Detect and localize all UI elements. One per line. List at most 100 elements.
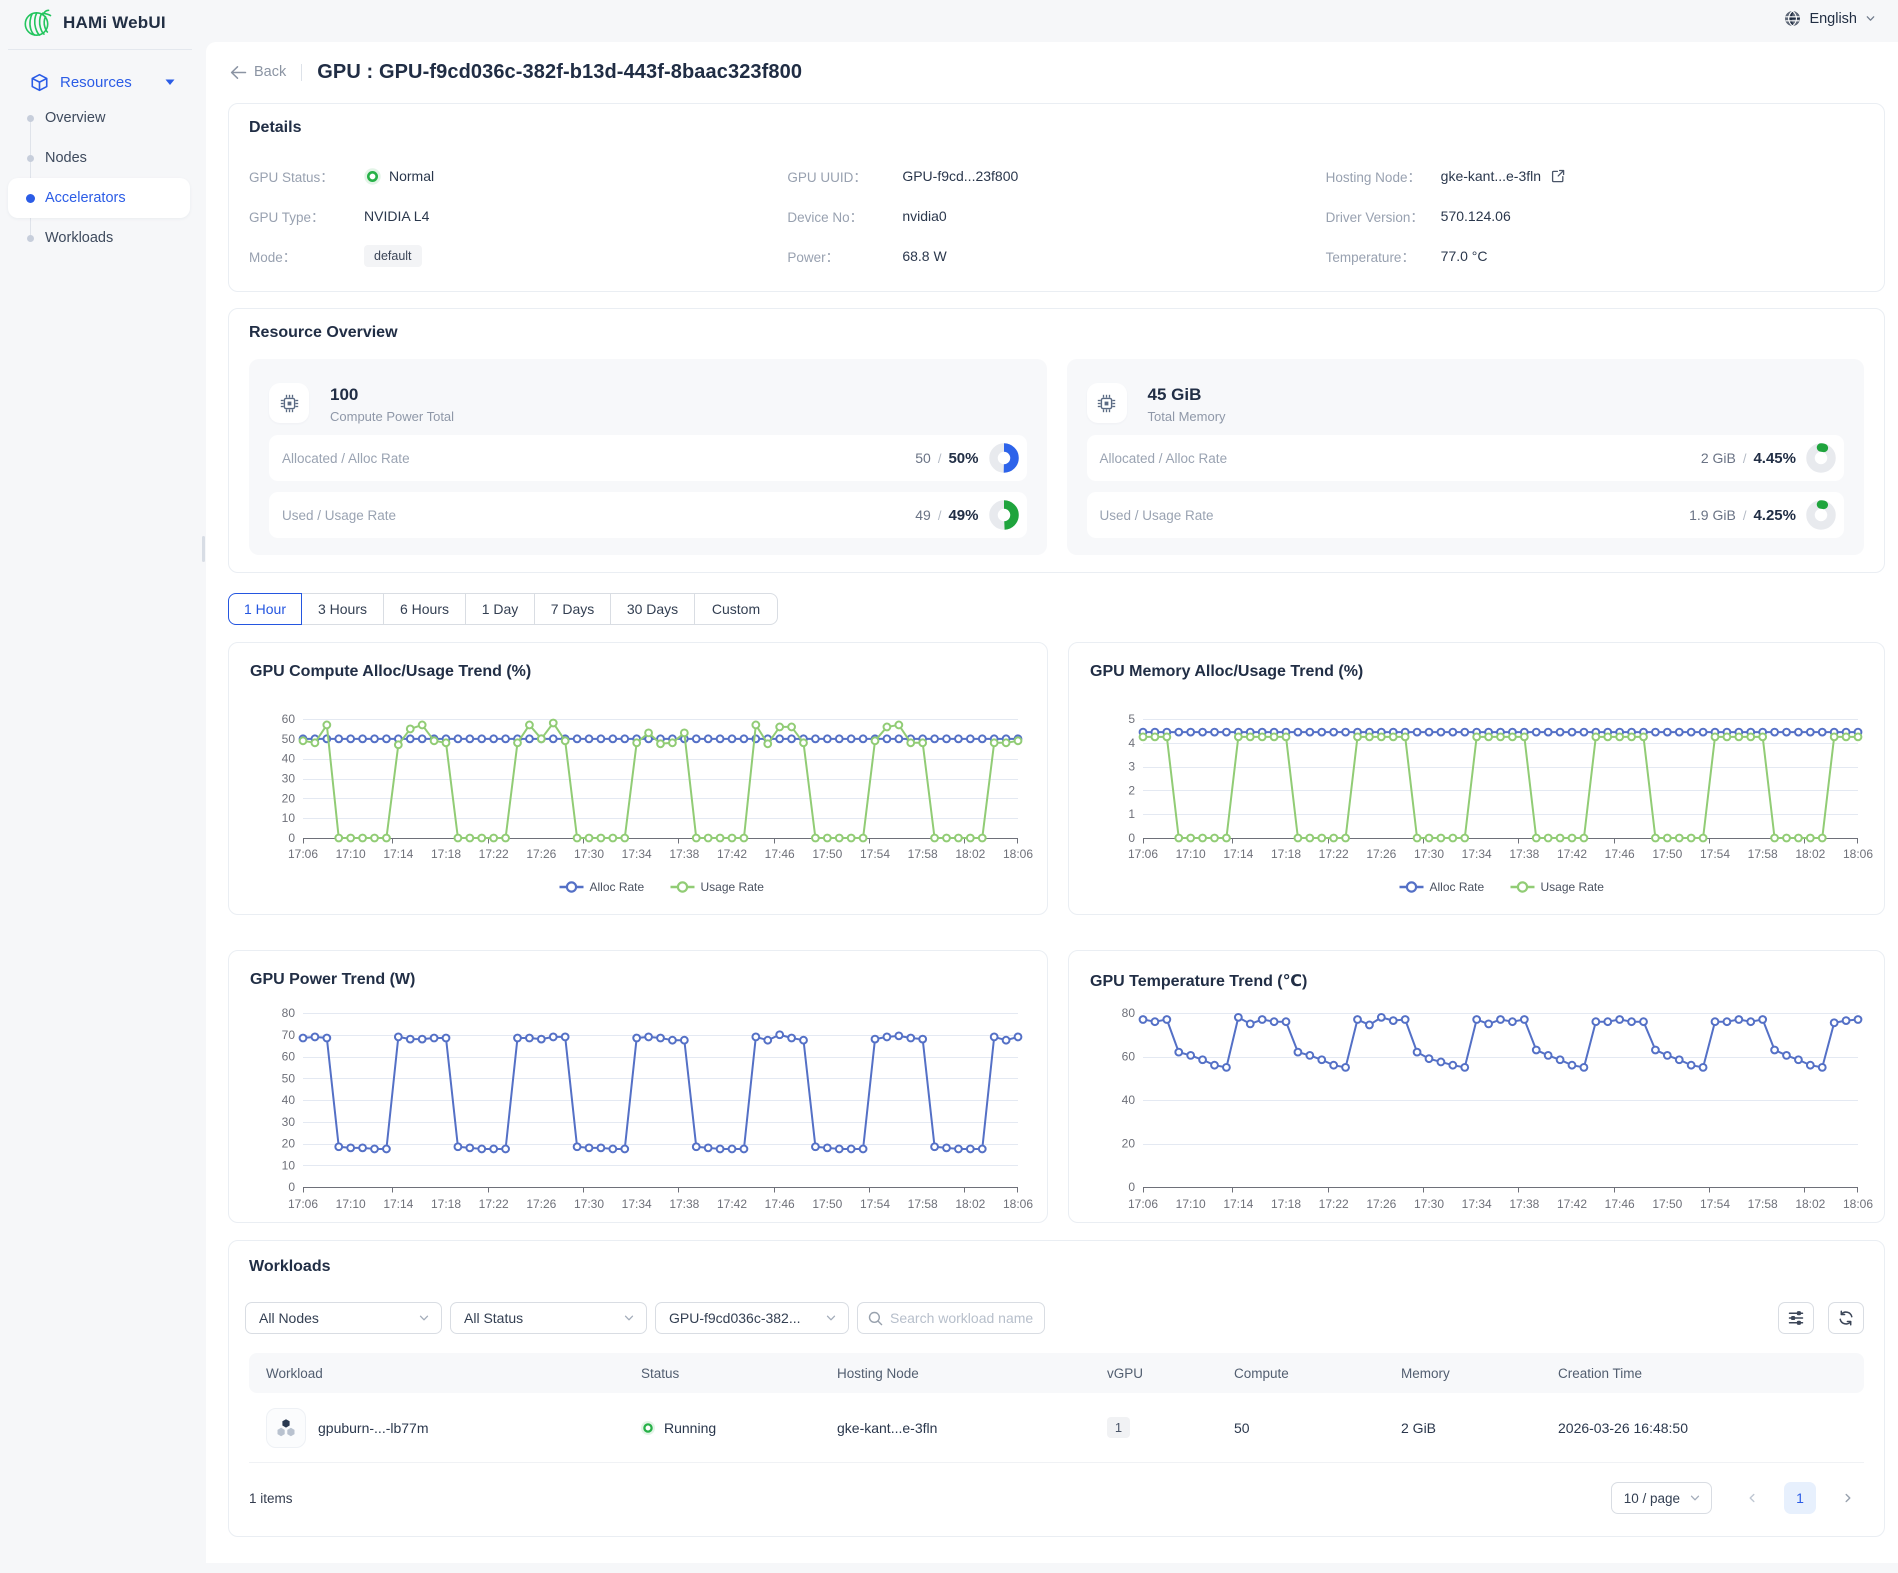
refresh-button[interactable] [1828,1302,1864,1334]
workload-search[interactable] [857,1302,1045,1334]
svg-text:17:46: 17:46 [765,1197,795,1211]
prev-page-button[interactable] [1736,1482,1768,1514]
metric-donut [1806,500,1836,530]
svg-text:17:42: 17:42 [717,1197,747,1211]
svg-text:17:54: 17:54 [1700,847,1730,861]
time-range-tab-1-day[interactable]: 1 Day [465,593,535,625]
sidebar-item-label: Workloads [45,230,114,246]
chart-card-temperature: GPU Temperature Trend (℃) 0 20 40 60 80 17:06 1… [1068,950,1885,1223]
status-filter-select[interactable]: All Status [450,1302,647,1334]
sidebar-item-accelerators[interactable]: Accelerators [8,178,190,218]
chevron-right-icon [1845,1493,1851,1503]
sidebar-item-workloads[interactable]: Workloads [8,218,190,258]
resource-overview-card: Resource Overview 100 Compute Power Total… [228,308,1885,573]
next-page-button[interactable] [1832,1482,1864,1514]
gpu-filter-select[interactable]: GPU-f9cd036c-382... [655,1302,849,1334]
sidebar-group-resources[interactable]: Resources [8,62,190,102]
status-filter-value: All Status [464,1310,524,1326]
sidebar-item-nodes[interactable]: Nodes [8,138,190,178]
workload-search-input[interactable] [890,1310,1034,1326]
detail-label: Mode： [249,250,297,265]
page-size-value: 10 / page [1623,1490,1680,1506]
detail-label: GPU UUID： [787,170,867,185]
detail-value: default [364,245,422,267]
svg-text:2: 2 [1128,783,1135,797]
svg-text:60: 60 [1122,1050,1136,1064]
gpu-filter-value: GPU-f9cd036c-382... [669,1310,801,1326]
svg-text:17:30: 17:30 [574,1197,604,1211]
chart-card-memory: GPU Memory Alloc/Usage Trend (%) 0 1 2 3 4 5 17… [1068,642,1885,915]
svg-text:17:14: 17:14 [1223,1197,1253,1211]
brand-name: HAMi WebUI [63,12,166,32]
svg-text:50: 50 [282,732,296,746]
arrow-left-icon [230,65,247,79]
detail-value-text: GPU-f9cd...23f800 [902,168,1019,184]
topbar: HAMi WebUI English [0,0,1898,42]
detail-value: 570.124.06 [1441,208,1511,224]
node-filter-select[interactable]: All Nodes [245,1302,442,1334]
chip-icon [1097,394,1116,412]
svg-text:18:02: 18:02 [955,847,985,861]
workload-name[interactable]: gpuburn-...-lb77m [318,1419,429,1436]
sidebar-resize-handle[interactable] [202,536,205,562]
svg-text:18:02: 18:02 [1795,847,1825,861]
time-range-tab-6-hours[interactable]: 6 Hours [383,593,466,625]
back-label: Back [254,64,287,80]
svg-text:17:22: 17:22 [479,1197,509,1211]
table-row[interactable]: gpuburn-...-lb77m Running gke-kant...e-3… [249,1393,1864,1463]
svg-text:17:42: 17:42 [1557,847,1587,861]
nav-dot [27,114,34,122]
external-link-icon[interactable] [1551,169,1565,183]
metric-value: 50 [915,450,931,466]
page-1-button[interactable]: 1 [1784,1482,1816,1514]
detail-value-text[interactable]: gke-kant...e-3fln [1440,168,1542,184]
sidebar-item-label: Overview [45,110,106,126]
svg-text:17:30: 17:30 [574,847,604,861]
resource-overview-cards: 100 Compute Power Total Allocated / Alloc … [249,359,1864,555]
time-range-tab-3-hours[interactable]: 3 Hours [301,593,384,625]
svg-text:17:30: 17:30 [1414,847,1444,861]
details-title: Details [249,119,302,136]
metric-rate: 50% [948,449,979,467]
svg-text:17:46: 17:46 [765,847,795,861]
nav-dot [27,234,34,242]
svg-text:17:34: 17:34 [1462,1197,1492,1211]
detail-value-text: NVIDIA L4 [364,208,430,224]
svg-text:18:06: 18:06 [1003,847,1033,861]
time-range-tab-custom[interactable]: Custom [694,593,778,625]
overview-metric-row: Used / Usage Rate 49 / 49% [269,492,1027,538]
svg-text:30: 30 [282,772,296,786]
back-button[interactable]: Back [230,64,286,80]
svg-text:17:34: 17:34 [622,847,652,861]
svg-text:17:46: 17:46 [1605,1197,1635,1211]
time-range-tab-7-days[interactable]: 7 Days [534,593,611,625]
svg-text:17:10: 17:10 [336,1197,366,1211]
svg-text:17:10: 17:10 [1176,847,1206,861]
svg-text:17:34: 17:34 [1462,847,1492,861]
page-size-select[interactable]: 10 / page [1610,1482,1712,1514]
svg-text:17:58: 17:58 [1748,1197,1778,1211]
svg-text:17:26: 17:26 [526,847,556,861]
metric-donut [988,443,1019,473]
svg-text:18:02: 18:02 [1795,1197,1825,1211]
language-selector[interactable]: English [1784,10,1876,27]
svg-text:70: 70 [282,1028,296,1042]
metric-value: 49 [915,507,931,523]
svg-text:17:22: 17:22 [1319,1197,1349,1211]
svg-text:17:38: 17:38 [1509,847,1539,861]
cube-icon [31,73,48,91]
page-header: Back GPU : GPU-f9cd036c-382f-b13d-443f-8… [230,56,802,88]
time-range-tab-30-days[interactable]: 30 Days [610,593,695,625]
detail-label: Driver Version： [1325,210,1424,225]
detail-field: GPU Type： NVIDIA L4 [249,196,787,236]
col-header-workload: Workload [266,1365,323,1381]
svg-text:17:06: 17:06 [1128,847,1158,861]
caret-down-icon [165,79,175,85]
time-range-tab-1-hour[interactable]: 1 Hour [228,593,302,625]
metric-rate: 49% [948,506,979,524]
hami-logo-icon [24,9,52,36]
details-grid: GPU Status： Normal GPU UUID： GPU-f9cd...23f… [249,156,1864,276]
items-total: 1 items [249,1490,293,1506]
sidebar-item-overview[interactable]: Overview [8,98,190,138]
column-settings-button[interactable] [1778,1302,1814,1334]
